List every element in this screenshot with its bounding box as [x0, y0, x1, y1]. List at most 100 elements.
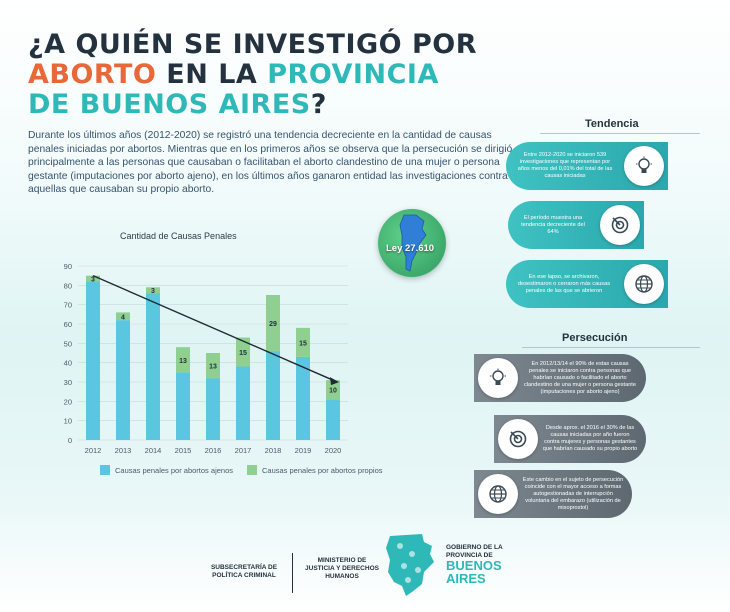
legend-label-ajenos: Causas penales por abortos ajenos	[115, 465, 233, 475]
persecucion-text-3: Este cambio en el sujeto de persecución …	[522, 476, 624, 511]
persecucion-heading: Persecución	[562, 332, 628, 344]
bar-ajenos	[116, 320, 130, 440]
tendencia-text-1: Entre 2012-2020 se iniciaron 539 investi…	[517, 152, 613, 179]
y-tick-label: 10	[64, 417, 72, 426]
title-teal-word: PROVINCIA	[267, 59, 439, 90]
lightbulb-icon	[478, 358, 518, 398]
persecucion-divider	[522, 347, 700, 348]
persecucion-text-2: Desde aprox. el 2016 el 30% de las causa…	[542, 425, 638, 452]
x-tick-label: 2016	[205, 446, 222, 455]
globe-icon	[624, 264, 664, 304]
bar-ajenos	[326, 399, 340, 440]
province-logo	[384, 532, 436, 598]
lightbulb-icon	[624, 146, 664, 186]
bar-ajenos	[86, 281, 100, 440]
x-tick-label: 2020	[325, 446, 342, 455]
y-tick-label: 20	[64, 397, 72, 406]
footer-divider	[292, 553, 293, 593]
x-tick-label: 2014	[145, 446, 162, 455]
bar-propios	[326, 380, 340, 400]
bar-data-label: 3	[91, 277, 95, 284]
bar-data-label: 10	[329, 388, 337, 395]
bar-data-label: 13	[209, 364, 217, 371]
x-tick-label: 2013	[115, 446, 132, 455]
bar-ajenos	[176, 372, 190, 440]
buenos-label: BUENOS	[446, 558, 502, 573]
bar-propios	[206, 353, 220, 379]
x-tick-label: 2015	[175, 446, 192, 455]
x-tick-label: 2018	[265, 446, 282, 455]
tendencia-text-2: El período muestra una tendencia decreci…	[521, 214, 585, 235]
y-tick-label: 40	[64, 359, 72, 368]
bar-chart: 0 10 20 30 40 50 60 70 80 90 3 2012 4 2013 3 2014 13 2015…	[64, 262, 348, 455]
bar-propios	[266, 295, 280, 352]
bar-ajenos	[266, 351, 280, 440]
y-tick-label: 60	[64, 320, 72, 329]
bar-propios	[146, 287, 160, 294]
bar-propios	[86, 275, 100, 282]
title-teal-line3: DE BUENOS AIRES	[28, 89, 311, 120]
y-tick-label: 50	[64, 339, 72, 348]
bar-data-label: 15	[299, 340, 307, 347]
aires-label: AIRES	[446, 571, 486, 586]
title-question-mark: ?	[310, 89, 327, 120]
legend-item-ajenos: Causas penales por abortos ajenos	[100, 465, 233, 475]
x-tick-label: 2012	[85, 446, 102, 455]
province-wordmark: GOBIERNO DE LA PROVINCIA DE BUENOS AIRES	[446, 544, 503, 585]
title-line-3: DE BUENOS AIRES?	[28, 90, 548, 120]
bar-ajenos	[296, 356, 310, 440]
y-tick-label: 0	[68, 436, 72, 445]
target-icon	[498, 419, 538, 459]
chart-title: Cantidad de Causas Penales	[120, 231, 237, 241]
bar-propios	[236, 337, 250, 367]
bar-data-label: 3	[151, 288, 155, 295]
footer-subsecretaria: SUBSECRETARÍA DE POLÍTICA CRIMINAL	[210, 564, 278, 579]
persecucion-item-1: En 2012/13/14 el 90% de estas causas pen…	[474, 354, 646, 402]
persecucion-text-1: En 2012/13/14 el 90% de estas causas pen…	[524, 360, 636, 395]
target-icon	[600, 205, 640, 245]
tendencia-item-3: En ese lapso, se archivaron, desestimaro…	[506, 260, 668, 308]
y-tick-label: 30	[64, 378, 72, 387]
page-title: ¿A QUIÉN SE INVESTIGÓ POR ABORTO EN LA P…	[28, 30, 548, 120]
tendencia-item-2: El período muestra una tendencia decreci…	[508, 201, 644, 249]
argentina-map-icon	[399, 214, 427, 272]
bar-propios	[176, 347, 190, 373]
bar-ajenos	[146, 293, 160, 440]
legend-item-propios: Causas penales por abortos propios	[247, 465, 383, 475]
legend-swatch-ajenos	[100, 465, 110, 475]
globe-icon	[478, 474, 518, 514]
persecucion-item-2: Desde aprox. el 2016 el 30% de las causa…	[494, 415, 646, 463]
x-tick-label: 2019	[295, 446, 312, 455]
tendencia-divider	[540, 133, 700, 134]
bar-ajenos	[236, 366, 250, 440]
intro-paragraph: Durante los últimos años (2012-2020) se …	[28, 130, 513, 196]
legend-label-propios: Causas penales por abortos propios	[262, 465, 383, 475]
buenos-aires-map-icon	[386, 534, 434, 596]
tendencia-text-3: En ese lapso, se archivaron, desestimaro…	[517, 273, 611, 294]
bar-data-label: 13	[179, 358, 187, 365]
footer-ministerio: MINISTERIO DE JUSTICIA Y DERECHOS HUMANO…	[305, 557, 379, 580]
x-tick-label: 2017	[235, 446, 252, 455]
title-dark-word: EN LA	[156, 59, 268, 90]
bar-data-label: 29	[269, 321, 277, 328]
chart-legend: Causas penales por abortos ajenos Causas…	[100, 465, 383, 475]
trend-line	[92, 275, 336, 382]
title-orange-word: ABORTO	[28, 59, 157, 90]
bar-propios	[116, 312, 130, 321]
title-line-2: ABORTO EN LA PROVINCIA	[28, 60, 548, 90]
title-line-1: ¿A QUIÉN SE INVESTIGÓ POR	[28, 29, 478, 60]
bar-ajenos	[206, 378, 220, 440]
legend-swatch-propios	[247, 465, 257, 475]
gobierno-label: GOBIERNO DE LA PROVINCIA DE	[446, 544, 503, 559]
bar-data-label: 15	[239, 350, 247, 357]
trend-arrowhead	[330, 377, 339, 386]
y-tick-label: 80	[64, 281, 72, 290]
ley-label: Ley 27.610	[386, 243, 435, 254]
y-tick-label: 70	[64, 301, 72, 310]
persecucion-item-3: Este cambio en el sujeto de persecución …	[474, 470, 632, 518]
bar-propios	[296, 327, 310, 357]
tendencia-item-1: Entre 2012-2020 se iniciaron 539 investi…	[506, 142, 668, 190]
argentina-map-badge	[378, 209, 446, 277]
bar-data-label: 4	[121, 314, 125, 321]
tendencia-heading: Tendencia	[585, 118, 639, 130]
